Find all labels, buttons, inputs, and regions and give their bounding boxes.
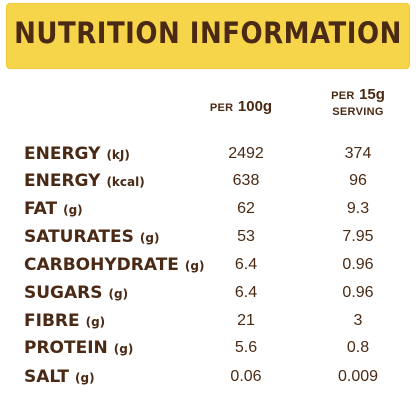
- table-row: ENERGY (kJ) 2492 374: [0, 141, 416, 167]
- value-per-serving: 7.95: [342, 228, 374, 245]
- nutrient-unit: (g): [113, 342, 134, 356]
- nutrient-unit: (g): [139, 231, 160, 245]
- page-title: NUTRITION INFORMATION: [14, 17, 402, 51]
- value-per-100g: 53: [237, 228, 255, 245]
- nutrient-label: FIBRE (g): [24, 308, 105, 335]
- table-row: FIBRE (g) 21 3: [0, 308, 416, 334]
- nutrient-label: SATURATES (g): [24, 224, 159, 251]
- nutrient-name: PROTEIN: [24, 338, 108, 358]
- nutrient-name: SATURATES: [24, 227, 134, 247]
- value-per-serving: 374: [344, 145, 372, 162]
- nutrient-unit: (g): [75, 371, 95, 385]
- value-per-100g: 0.06: [230, 368, 262, 385]
- value-per-100g: 5.6: [234, 339, 258, 356]
- table-row: CARBOHYDRATE (g) 6.4 0.96: [0, 252, 416, 278]
- nutrient-name: SUGARS: [24, 283, 103, 303]
- table-row: PROTEIN (g) 5.6 0.8: [0, 335, 416, 361]
- column-header-serving-label: SERVING: [332, 106, 384, 118]
- nutrient-unit: (kJ): [106, 148, 130, 162]
- column-header-prefix: PER: [209, 102, 234, 114]
- value-per-100g: 638: [232, 172, 260, 189]
- nutrient-label: SALT (g): [24, 364, 95, 391]
- value-per-serving: 0.96: [342, 284, 374, 301]
- value-per-serving: 9.3: [346, 200, 370, 217]
- nutrient-name: ENERGY: [24, 171, 101, 191]
- table-row: ENERGY (kcal) 638 96: [0, 168, 416, 194]
- table-row: SUGARS (g) 6.4 0.96: [0, 280, 416, 306]
- value-per-100g: 6.4: [234, 256, 258, 273]
- nutrient-name: FIBRE: [24, 311, 80, 331]
- table-row: SALT (g) 0.06 0.009: [0, 364, 416, 390]
- column-header-per-100g: PER 100g: [196, 99, 286, 116]
- column-header-prefix: PER: [331, 90, 355, 102]
- value-per-100g: 2492: [228, 145, 264, 162]
- column-header-amount: 100g: [237, 98, 273, 115]
- nutrient-label: SUGARS (g): [24, 280, 128, 307]
- column-header-amount: 15g: [359, 86, 385, 103]
- title-banner: NUTRITION INFORMATION: [6, 3, 410, 69]
- column-header-per-serving: PER 15g SERVING: [318, 87, 398, 120]
- nutrient-label: CARBOHYDRATE (g): [24, 252, 204, 279]
- value-per-100g: 21: [237, 312, 255, 329]
- nutrient-name: ENERGY: [24, 144, 101, 164]
- value-per-100g: 62: [237, 200, 255, 217]
- value-per-serving: 3: [353, 312, 363, 329]
- value-per-serving: 0.8: [346, 339, 370, 356]
- nutrient-label: ENERGY (kcal): [24, 168, 145, 195]
- nutrient-unit: (g): [184, 259, 205, 273]
- table-row: SATURATES (g) 53 7.95: [0, 224, 416, 250]
- nutrient-unit: (kcal): [106, 175, 145, 189]
- nutrient-unit: (g): [85, 315, 106, 329]
- nutrient-unit: (g): [63, 203, 83, 217]
- value-per-serving: 0.009: [337, 368, 379, 385]
- nutrient-label: PROTEIN (g): [24, 335, 133, 362]
- value-per-serving: 96: [349, 172, 367, 189]
- value-per-serving: 0.96: [342, 256, 374, 273]
- nutrient-name: SALT: [24, 367, 70, 387]
- nutrient-name: CARBOHYDRATE: [24, 255, 179, 275]
- table-row: FAT (g) 62 9.3: [0, 196, 416, 222]
- nutrient-unit: (g): [108, 287, 129, 301]
- nutrient-label: ENERGY (kJ): [24, 141, 130, 168]
- value-per-100g: 6.4: [234, 284, 258, 301]
- nutrient-label: FAT (g): [24, 196, 83, 223]
- nutrient-name: FAT: [24, 199, 58, 219]
